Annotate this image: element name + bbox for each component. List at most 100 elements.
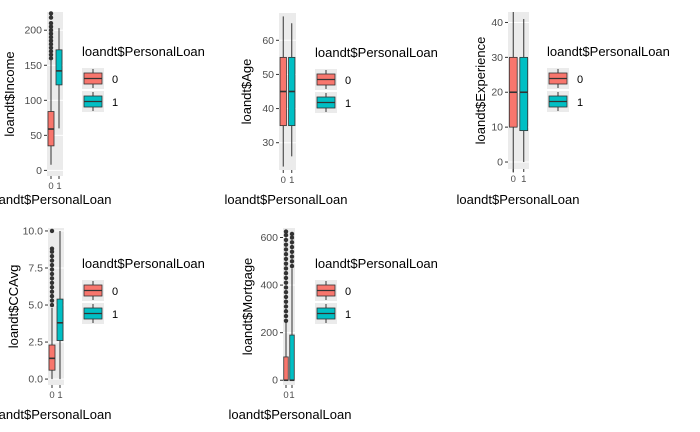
chart-panel-4: 0.02.55.07.510.00 1loandt$PersonalLoanloa… [0,225,205,422]
box-iqr [56,298,64,341]
legend-label: 0 [112,74,118,86]
legend-title: loandt$PersonalLoan [82,44,205,59]
outlier-point [283,294,289,300]
y-tick-label: 30 [491,52,503,64]
legend-label: 0 [577,74,583,86]
x-tick-label: 1 [57,390,62,401]
y-axis-title: loandt$CCAvg [6,265,21,349]
outlier-point [289,235,295,240]
y-tick-label: 7.5 [28,262,43,274]
box-iqr [55,49,63,86]
outlier-point [283,229,289,234]
outlier-point [283,261,289,266]
outlier-point [49,276,55,281]
legend-title: loandt$PersonalLoan [82,256,205,271]
y-tick-label: 10 [491,122,503,134]
outlier-point [283,232,289,238]
x-tick-label: 1 [521,174,526,185]
y-tick-label: 10.0 [23,225,44,237]
outlier-point [283,280,289,285]
outlier-point [283,251,289,257]
y-tick-label: 100 [24,95,42,107]
outlier-point [49,293,55,299]
y-tick-label: 50 [262,69,274,81]
outlier-point [48,28,54,33]
y-tick-label: 60 [262,35,274,47]
legend: loandt$PersonalLoan 0 1 [315,45,438,113]
outlier-point [283,309,289,314]
box-0 [283,229,289,382]
outlier-point [283,275,289,281]
outlier-point [289,254,295,259]
outlier-point [48,24,54,29]
outlier-point [48,52,54,57]
outlier-point [283,237,289,243]
legend-title: loandt$PersonalLoan [315,45,438,60]
y-tick-label: 200 [260,327,278,339]
x-tick-label: 0 [283,390,288,401]
outlier-point [49,228,55,234]
outlier-point [49,253,55,259]
box-1 [288,23,296,157]
outlier-point [283,247,289,252]
outlier-point [289,263,295,269]
x-axis-title: loandt$PersonalLoan [457,192,580,207]
x-axis-title: loandt$PersonalLoan [0,192,111,207]
box-1 [519,18,529,163]
box-0 [279,16,287,167]
box-iqr [289,334,295,381]
outlier-point [289,259,295,264]
outlier-point [49,289,55,294]
outlier-point [48,35,54,40]
legend-label: 1 [577,97,583,109]
legend-label: 0 [345,286,351,298]
legend-entry-0: 0 [82,280,118,301]
outlier-point [283,304,289,309]
box-1 [55,28,63,129]
legend-label: 0 [112,286,118,298]
outlier-point [48,31,54,36]
outlier-point [289,249,295,254]
outlier-point [49,267,55,272]
legend-entry-1: 1 [82,303,118,324]
box-0 [48,228,56,380]
y-axis-title: loandt$Experience [473,37,488,145]
legend-label: 1 [112,309,118,321]
y-axis-title: loandt$Mortgage [240,258,255,356]
outlier-point [289,240,295,245]
outlier-point [283,318,289,323]
y-axis-title: loandt$Income [2,51,17,136]
legend-label: 0 [345,75,351,87]
y-tick-label: 0.0 [28,374,43,386]
outlier-point [283,256,289,262]
outlier-point [283,299,289,304]
y-tick-label: 50 [30,130,42,142]
outlier-point [49,262,55,268]
x-axis-title: loandt$PersonalLoan [229,407,352,422]
legend-entry-0: 0 [82,68,118,89]
outlier-point [48,42,54,47]
y-tick-label: 5.0 [28,300,43,312]
outlier-point [48,38,54,43]
box-1 [56,230,64,380]
y-tick-label: 0 [36,165,42,177]
y-tick-label: 200 [24,25,42,37]
outlier-point [49,271,55,277]
legend-entry-1: 1 [315,303,351,324]
legend-entry-1: 1 [82,91,118,112]
y-tick-label: 0 [497,157,503,169]
outlier-point [48,15,54,20]
legend-entry-1: 1 [547,91,583,112]
y-axis-title: loandt$Age [239,59,254,125]
legend: loandt$PersonalLoan 0 1 [82,256,205,324]
box-0 [47,11,55,165]
x-tick-label: 0 [48,181,53,192]
outlier-point [49,298,55,303]
legend-label: 1 [112,97,118,109]
box-iqr [283,356,289,381]
outlier-point [283,285,289,290]
box-iqr [519,56,529,132]
x-tick-label: 1 [289,390,294,401]
